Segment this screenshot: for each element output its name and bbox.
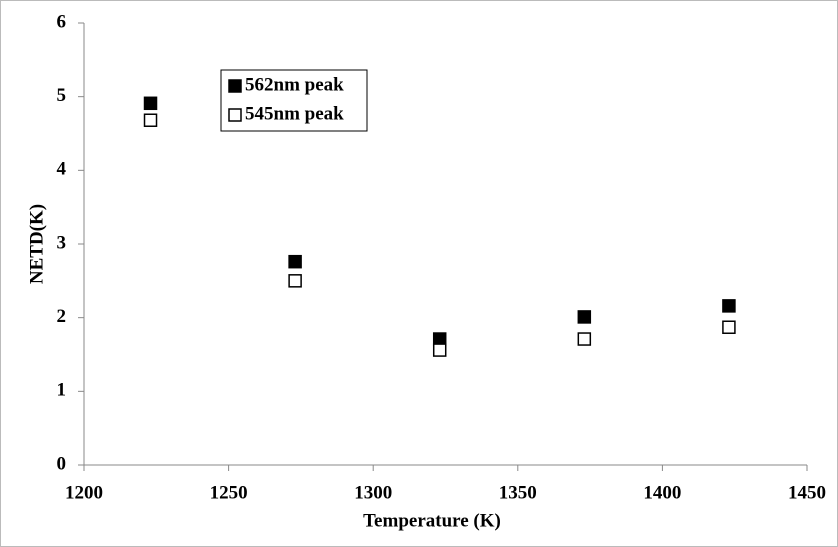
point	[143, 113, 158, 127]
point	[288, 274, 302, 288]
x-tick-label: 1250	[210, 482, 248, 503]
x-axis-label: Temperature (K)	[363, 510, 501, 531]
y-axis-label: NETD(K)	[26, 204, 47, 284]
legend-box	[220, 69, 368, 132]
y-tick-label: 3	[57, 232, 67, 253]
x-tick-label: 1350	[499, 482, 537, 503]
legend-label: 562nm peak	[245, 74, 344, 95]
y-tick-label: 5	[57, 85, 67, 106]
legend-marker	[228, 79, 242, 93]
x-tick-label: 1450	[788, 482, 826, 503]
point	[722, 299, 736, 313]
x-tick-label: 1300	[354, 482, 392, 503]
point	[288, 254, 302, 269]
y-tick-label: 6	[57, 11, 67, 32]
y-tick-label: 1	[57, 380, 67, 401]
legend-marker	[228, 108, 242, 122]
point	[432, 332, 447, 346]
x-tick-label: 1200	[65, 482, 103, 503]
y-tick-label: 4	[57, 159, 67, 180]
x-tick-label: 1400	[643, 482, 681, 503]
point	[432, 343, 447, 357]
point	[143, 96, 158, 111]
point	[577, 332, 592, 346]
y-tick-label: 0	[57, 453, 67, 474]
point	[722, 320, 736, 334]
legend-label: 545nm peak	[245, 103, 344, 124]
y-tick-label: 2	[57, 306, 67, 327]
point	[577, 310, 592, 324]
